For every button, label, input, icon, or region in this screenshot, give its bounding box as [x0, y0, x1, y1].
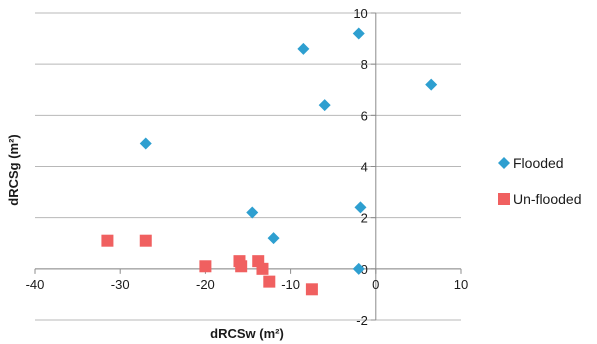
x-tick-label: -30 [111, 277, 130, 292]
y-axis-label: dRCSg (m²) [6, 134, 21, 206]
x-tick-label: -20 [196, 277, 215, 292]
series-2-points [101, 234, 318, 296]
series-1-points [139, 27, 438, 275]
x-tick-label: -40 [26, 277, 45, 292]
legend: Flooded Un-flooded [498, 155, 582, 207]
legend-label: Flooded [513, 155, 564, 171]
data-point [352, 262, 365, 275]
data-point [297, 42, 310, 55]
y-tick-label: 4 [361, 160, 368, 175]
data-point [263, 275, 276, 288]
y-tick-label: 2 [361, 211, 368, 226]
gridlines [35, 12, 461, 321]
x-tick-label: 0 [372, 277, 379, 292]
data-point [305, 283, 318, 296]
y-tick-label: 6 [361, 108, 368, 123]
y-tick-label: 10 [353, 6, 367, 21]
legend-marker [498, 193, 510, 205]
data-point [252, 255, 265, 268]
data-point [354, 201, 367, 214]
data-point [101, 234, 114, 247]
data-points [101, 27, 438, 296]
legend-label: Un-flooded [513, 191, 582, 207]
x-tick-label: 10 [454, 277, 468, 292]
x-axis-label: dRCSw (m²) [210, 326, 284, 341]
y-tick-label: -2 [356, 313, 368, 328]
y-tick-labels: -20246810 [353, 6, 367, 328]
data-point [246, 206, 259, 219]
data-point [235, 260, 248, 273]
data-point [425, 78, 438, 91]
data-point [139, 137, 152, 150]
x-tick-label: -10 [281, 277, 300, 292]
data-point [256, 262, 269, 275]
legend-marker [498, 157, 510, 169]
data-point [139, 234, 152, 247]
x-tick-labels: -40 -30 -20 -10 0 10 [26, 277, 469, 292]
data-point [267, 232, 280, 245]
y-tick-label: 8 [361, 57, 368, 72]
data-point [199, 260, 212, 273]
data-point [318, 99, 331, 112]
data-point [352, 27, 365, 40]
